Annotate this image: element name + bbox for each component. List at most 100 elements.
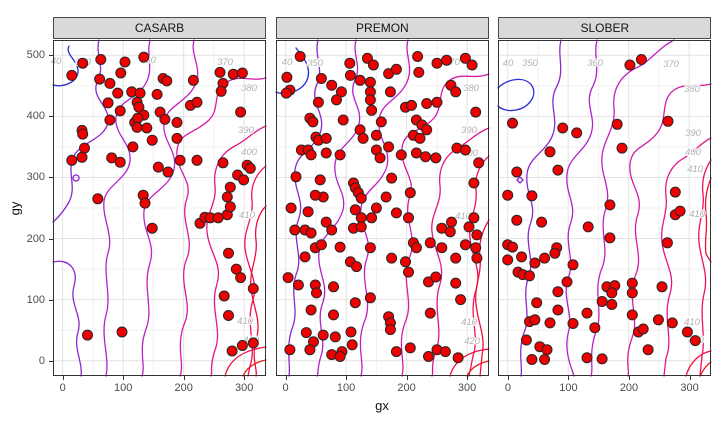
x-tick-label: 0 <box>282 382 289 394</box>
data-point <box>606 299 618 310</box>
data-point <box>421 124 433 136</box>
contour-label: 410 <box>687 164 704 175</box>
data-points <box>280 51 485 364</box>
data-point <box>280 87 292 99</box>
data-point <box>344 69 356 81</box>
data-point <box>571 127 583 139</box>
data-point <box>191 96 203 108</box>
x-tick-label: 300 <box>457 382 477 394</box>
data-point <box>561 276 573 288</box>
data-point <box>410 147 422 159</box>
data-point <box>364 94 376 106</box>
x-tick-mark <box>629 376 630 380</box>
data-point <box>375 116 387 128</box>
contour-line-340 <box>52 45 79 87</box>
data-point <box>656 281 668 293</box>
data-point <box>667 317 679 329</box>
data-point <box>226 345 238 357</box>
data-point <box>413 66 425 78</box>
data-point <box>350 261 362 273</box>
contour-label: 380 <box>684 84 701 95</box>
data-point <box>473 157 485 169</box>
data-point <box>326 79 338 91</box>
data-point <box>94 73 106 85</box>
data-point <box>414 132 426 144</box>
data-point <box>419 151 431 163</box>
data-point <box>439 346 451 358</box>
data-point <box>104 114 116 126</box>
contour-line-370 <box>141 39 199 377</box>
x-tick-mark <box>244 376 246 380</box>
contour-label: 390 <box>238 125 255 136</box>
data-point <box>529 314 541 326</box>
data-point <box>611 118 623 130</box>
data-point <box>346 339 358 351</box>
data-point <box>582 221 594 233</box>
data-point <box>292 279 304 291</box>
data-point <box>119 56 131 68</box>
data-point <box>161 75 173 87</box>
contour-labels: 40350360370380390400410410410420 <box>502 57 707 347</box>
data-point <box>454 294 466 306</box>
x-tick-mark <box>285 376 287 380</box>
data-point <box>92 193 104 205</box>
data-point <box>364 76 376 88</box>
data-point <box>127 141 139 153</box>
y-tick-mark <box>49 238 53 240</box>
x-tick-label: 300 <box>235 382 254 394</box>
contour-label: 410 <box>455 211 472 222</box>
data-point <box>284 344 296 356</box>
data-point <box>445 216 457 228</box>
data-point <box>115 67 127 79</box>
contour-label: 40 <box>503 58 514 69</box>
data-point <box>299 251 311 263</box>
data-point <box>304 344 316 356</box>
y-tick-label: 300 <box>26 171 45 184</box>
data-point <box>430 271 442 283</box>
data-point <box>171 117 183 128</box>
data-point <box>224 181 236 193</box>
data-point <box>334 241 346 253</box>
data-point <box>507 241 519 253</box>
data-point <box>384 324 396 336</box>
data-point <box>334 351 346 362</box>
data-point <box>399 256 411 268</box>
data-point <box>76 151 88 163</box>
data-point <box>335 86 347 98</box>
y-tick-label: 0 <box>38 354 45 367</box>
contour-lines <box>52 39 267 377</box>
data-point <box>138 51 150 63</box>
data-point <box>290 171 302 183</box>
data-point <box>146 134 158 146</box>
contour-label: 420 <box>464 336 481 347</box>
data-point <box>227 68 239 80</box>
contour-label: 410 <box>239 210 256 221</box>
y-tick-label: 400 <box>26 110 45 123</box>
data-point <box>134 87 146 99</box>
data-point <box>104 77 116 89</box>
data-point <box>215 85 227 97</box>
data-point <box>329 331 341 343</box>
data-point <box>674 205 686 217</box>
x-tick-label: 0 <box>59 382 66 394</box>
contour-line-420 <box>242 359 267 377</box>
data-point <box>636 54 648 65</box>
data-point <box>344 57 356 69</box>
data-point <box>596 353 608 365</box>
contour-label: 390 <box>461 125 478 136</box>
facet-strip-slober: SLOBER <box>498 17 712 39</box>
data-point <box>471 229 483 241</box>
data-point <box>106 152 118 164</box>
data-point <box>521 334 533 346</box>
data-point <box>364 292 376 304</box>
data-point <box>459 144 471 156</box>
data-point <box>244 162 256 174</box>
panel-casarb: 40350360370380390400410410420 <box>50 39 267 377</box>
data-point <box>285 202 297 214</box>
data-point <box>552 286 564 298</box>
data-point <box>637 323 649 335</box>
data-point <box>174 154 186 166</box>
contour-line-350 <box>287 39 323 377</box>
x-tick-mark <box>568 376 570 380</box>
